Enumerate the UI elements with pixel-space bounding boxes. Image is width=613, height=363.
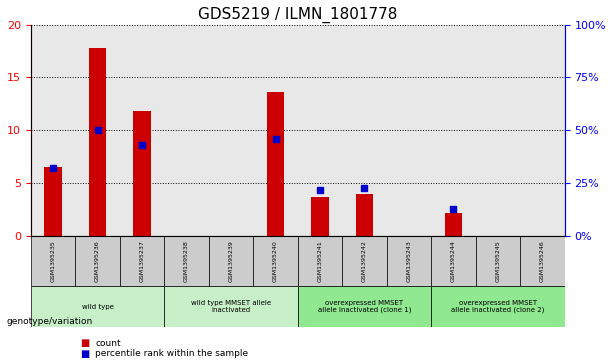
Bar [120, 236, 164, 286]
Text: GSM1395241: GSM1395241 [318, 240, 322, 282]
Bar [387, 236, 431, 286]
Bar [267, 92, 284, 236]
Bar [133, 111, 151, 236]
Bar [44, 167, 62, 236]
Bar [31, 236, 75, 286]
Bar [431, 236, 476, 286]
Bar [444, 213, 462, 236]
Text: GSM1395236: GSM1395236 [95, 240, 100, 282]
Bar [342, 236, 387, 286]
Text: GSM1395237: GSM1395237 [140, 240, 145, 282]
Bar [164, 236, 209, 286]
Text: GSM1395240: GSM1395240 [273, 240, 278, 282]
Text: GSM1395245: GSM1395245 [495, 240, 500, 282]
Text: ■: ■ [80, 338, 89, 348]
Bar [356, 194, 373, 236]
Text: GSM1395246: GSM1395246 [540, 240, 545, 282]
Text: GSM1395239: GSM1395239 [229, 240, 234, 282]
Text: percentile rank within the sample: percentile rank within the sample [95, 350, 248, 358]
Bar [298, 236, 342, 286]
Bar [164, 286, 298, 327]
Text: GSM1395242: GSM1395242 [362, 240, 367, 282]
Text: GSM1395243: GSM1395243 [406, 240, 411, 282]
Text: GSM1395235: GSM1395235 [50, 240, 56, 282]
Text: overexpressed MMSET
allele inactivated (clone 2): overexpressed MMSET allele inactivated (… [451, 300, 545, 313]
Text: overexpressed MMSET
allele inactivated (clone 1): overexpressed MMSET allele inactivated (… [318, 300, 411, 313]
Text: ■: ■ [80, 349, 89, 359]
Bar [476, 236, 520, 286]
Bar [209, 236, 253, 286]
Title: GDS5219 / ILMN_1801778: GDS5219 / ILMN_1801778 [198, 7, 397, 23]
Text: count: count [95, 339, 121, 347]
Bar [311, 197, 329, 236]
Text: wild type MMSET allele
inactivated: wild type MMSET allele inactivated [191, 300, 271, 313]
Text: GSM1395244: GSM1395244 [451, 240, 456, 282]
Bar [89, 48, 107, 236]
Bar [431, 286, 565, 327]
Bar [298, 286, 431, 327]
Bar [75, 236, 120, 286]
Bar [31, 286, 164, 327]
Text: GSM1395238: GSM1395238 [184, 240, 189, 282]
Bar [520, 236, 565, 286]
Text: wild type: wild type [82, 303, 113, 310]
Text: genotype/variation: genotype/variation [6, 317, 93, 326]
Bar [253, 236, 298, 286]
